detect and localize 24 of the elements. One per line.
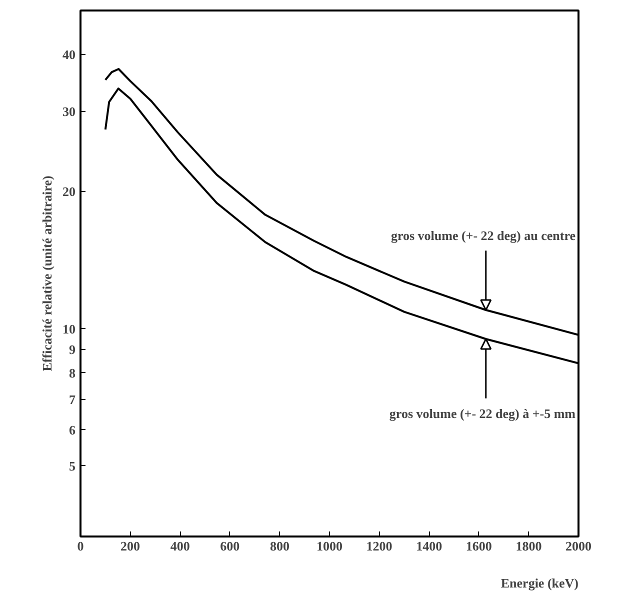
x-tick-label: 0 (77, 538, 84, 554)
x-tick-label: 1000 (316, 538, 342, 554)
x-tick-label: 400 (170, 538, 190, 554)
annotation: gros volume (+- 22 deg) à +-5 mm (389, 406, 576, 422)
y-tick-label: 5 (69, 458, 76, 474)
x-tick-label: 800 (270, 538, 290, 554)
annotation: gros volume (+- 22 deg) au centre (390, 228, 576, 243)
x-tick-label: 600 (220, 538, 240, 554)
x-tick-label: 1400 (416, 538, 442, 554)
y-axis-title: Efficacité relative (unité arbitraire) (40, 176, 54, 372)
y-tick-label: 8 (69, 365, 76, 380)
y-tick-label: 10 (62, 321, 76, 336)
x-tick-label: 1200 (366, 538, 392, 554)
x-tick-label: 200 (120, 538, 140, 554)
y-tick-label: 9 (69, 342, 76, 358)
x-tick-label: 1600 (466, 538, 492, 554)
x-tick-label: 1800 (516, 538, 542, 554)
x-tick-label: 2000 (566, 538, 592, 554)
y-tick-label: 6 (69, 422, 76, 438)
y-tick-label: 30 (62, 104, 76, 120)
y-tick-label: 20 (62, 184, 76, 200)
y-tick-label: 7 (69, 392, 76, 407)
y-tick-label: 40 (62, 47, 76, 62)
x-axis-title: Energie (keV) (500, 576, 579, 590)
